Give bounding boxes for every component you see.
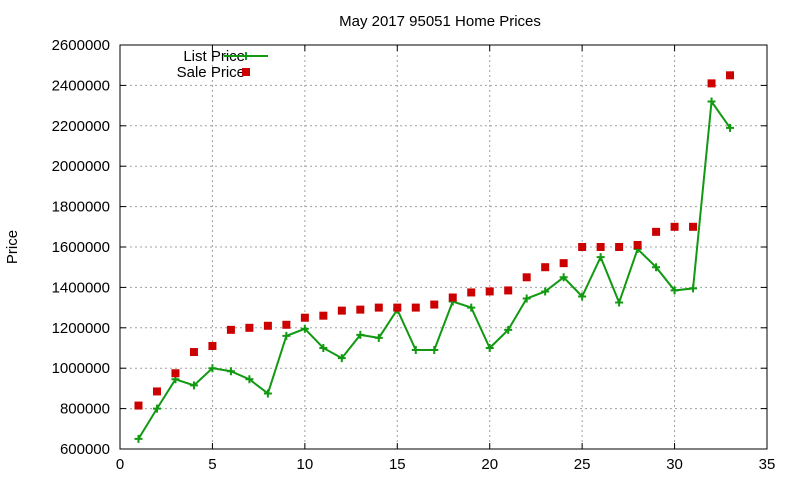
sale-price-point [301, 314, 309, 322]
sale-price-point [467, 288, 475, 296]
y-axis-label: Price [4, 230, 21, 264]
sale-price-point [486, 287, 494, 295]
sale-price-point [245, 324, 253, 332]
sale-price-point [504, 286, 512, 294]
x-tick-label: 5 [208, 456, 216, 473]
sale-price-point [449, 294, 457, 302]
sale-price-point [560, 259, 568, 267]
x-tick-label: 20 [481, 456, 498, 473]
list-price-point [615, 299, 623, 307]
x-tick-label: 10 [297, 456, 314, 473]
sale-price-point [393, 304, 401, 312]
chart-title: May 2017 95051 Home Prices [339, 13, 541, 30]
sale-price-point [153, 387, 161, 395]
y-tick-label: 1600000 [52, 239, 110, 256]
y-tick-label: 1800000 [52, 199, 110, 216]
list-price-point [689, 284, 697, 292]
list-price-point [597, 253, 605, 261]
list-price-point [412, 346, 420, 354]
legend: List Price Sale Price [177, 48, 268, 81]
y-tick-label: 1000000 [52, 360, 110, 377]
sale-price-point [597, 243, 605, 251]
y-tick-label: 1200000 [52, 320, 110, 337]
y-tick-label: 2200000 [52, 118, 110, 135]
series-layer [134, 71, 734, 443]
y-tick-label: 800000 [60, 401, 110, 418]
x-tick-label: 15 [389, 456, 406, 473]
list-price-point [430, 346, 438, 354]
y-tick-label: 1400000 [52, 279, 110, 296]
y-tick-label: 2600000 [52, 37, 110, 54]
list-price-point [282, 332, 290, 340]
sale-price-point [671, 223, 679, 231]
sale-price-point [578, 243, 586, 251]
sale-price-point [338, 307, 346, 315]
sale-price-point [356, 306, 364, 314]
x-tick-label: 0 [116, 456, 124, 473]
legend-marker-sale-price [242, 68, 250, 76]
sale-price-point [227, 326, 235, 334]
y-tick-label: 2000000 [52, 158, 110, 175]
sale-price-point [190, 348, 198, 356]
sale-price-point [708, 79, 716, 87]
x-tick-label: 25 [574, 456, 591, 473]
sale-price-point [652, 228, 660, 236]
list-price-point [467, 304, 475, 312]
list-price-line [138, 102, 730, 439]
sale-price-point [523, 273, 531, 281]
sale-price-point [375, 304, 383, 312]
sale-price-point [615, 243, 623, 251]
x-tick-label: 35 [759, 456, 776, 473]
sale-price-point [412, 304, 420, 312]
legend-entry-sale-price: Sale Price [177, 64, 245, 81]
sale-price-point [171, 369, 179, 377]
sale-price-point [134, 402, 142, 410]
plot-frame [120, 45, 767, 449]
series-1 [134, 71, 734, 409]
sale-price-point [634, 241, 642, 249]
sale-price-point [282, 321, 290, 329]
sale-price-point [430, 301, 438, 309]
sale-price-point [726, 71, 734, 79]
grid [120, 45, 767, 449]
y-tick-label: 2400000 [52, 77, 110, 94]
sale-price-point [689, 223, 697, 231]
list-price-point [227, 367, 235, 375]
y-tick-label: 600000 [60, 441, 110, 458]
sale-price-point [264, 322, 272, 330]
series-0 [134, 98, 734, 443]
sale-price-point [208, 342, 216, 350]
sale-price-point [319, 312, 327, 320]
x-tick-label: 30 [666, 456, 683, 473]
sale-price-point [541, 263, 549, 271]
